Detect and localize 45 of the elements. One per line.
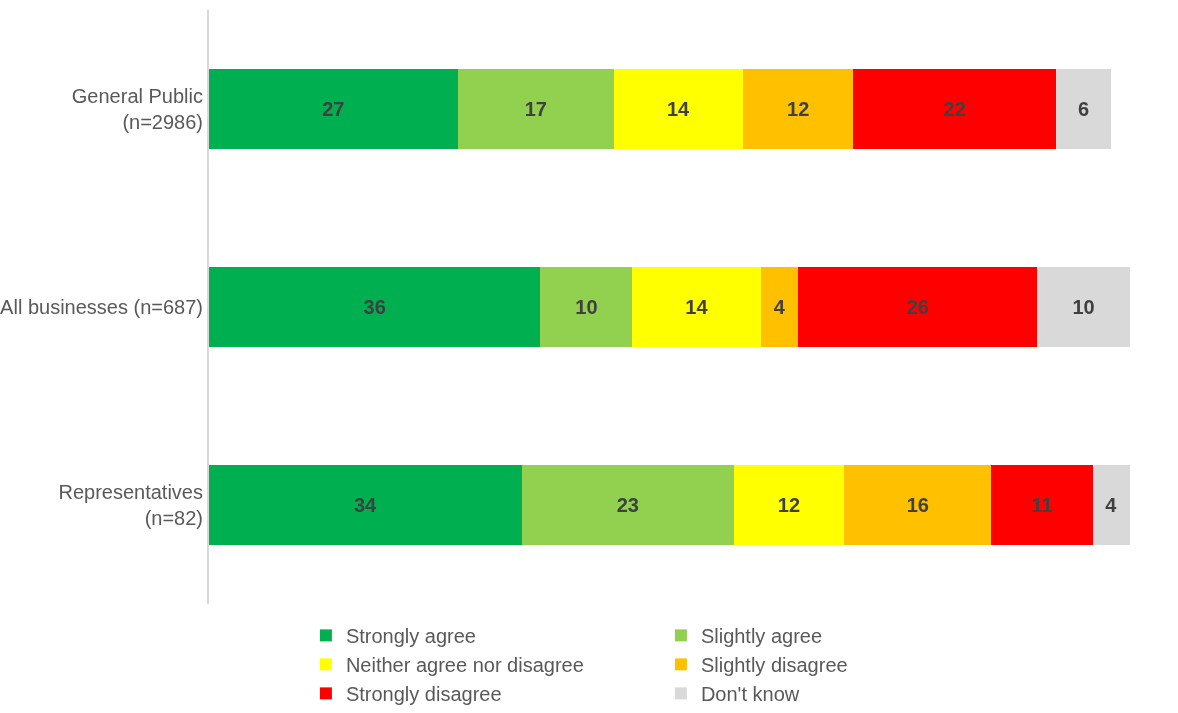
bar — [1092, 465, 1130, 545]
data-label: 14 — [685, 296, 709, 318]
bar — [209, 69, 458, 149]
bar — [632, 267, 762, 347]
bar — [1037, 267, 1130, 347]
bar — [761, 267, 799, 347]
bar — [457, 69, 615, 149]
data-label: 27 — [322, 98, 345, 120]
y-tick-label: General Public (n=2986) — [71, 85, 203, 133]
data-label: 4 — [773, 296, 786, 318]
data-label: 26 — [906, 296, 929, 318]
bar — [540, 267, 633, 347]
bar — [209, 465, 522, 545]
y-tick-label: All businesses (n=687) — [0, 296, 203, 318]
legend-label: Strongly disagree — [345, 683, 502, 706]
legend-label: Slightly disagree — [700, 654, 848, 677]
data-label: 6 — [1077, 98, 1090, 120]
data-label: 12 — [777, 494, 801, 516]
legend-label: Neither agree nor disagree — [345, 654, 584, 677]
data-label: 17 — [524, 98, 547, 120]
legend-label: Strongly agree — [345, 625, 476, 648]
bar — [742, 69, 854, 149]
data-label: 36 — [363, 296, 386, 318]
bar — [733, 465, 845, 545]
bar — [991, 465, 1093, 545]
bar — [521, 465, 734, 545]
bar — [798, 267, 1038, 347]
data-label: 11 — [1031, 494, 1053, 516]
data-label: 12 — [787, 98, 810, 120]
bar — [614, 69, 743, 149]
data-label: 10 — [1072, 296, 1095, 318]
data-label: 34 — [353, 494, 378, 516]
y-tick-label: Representatives (n=82) — [58, 481, 203, 529]
data-label: 4 — [1105, 494, 1118, 516]
bar — [209, 267, 541, 347]
data-label: 10 — [575, 296, 598, 318]
bar — [1055, 69, 1112, 149]
legend-label: Slightly agree — [700, 625, 823, 648]
data-label: 22 — [943, 98, 966, 120]
bar — [844, 465, 992, 545]
bar — [853, 69, 1056, 149]
data-label: 16 — [906, 494, 929, 516]
legend-label: Don't know — [700, 683, 800, 706]
data-label: 23 — [616, 494, 639, 516]
data-label: 14 — [666, 98, 691, 120]
